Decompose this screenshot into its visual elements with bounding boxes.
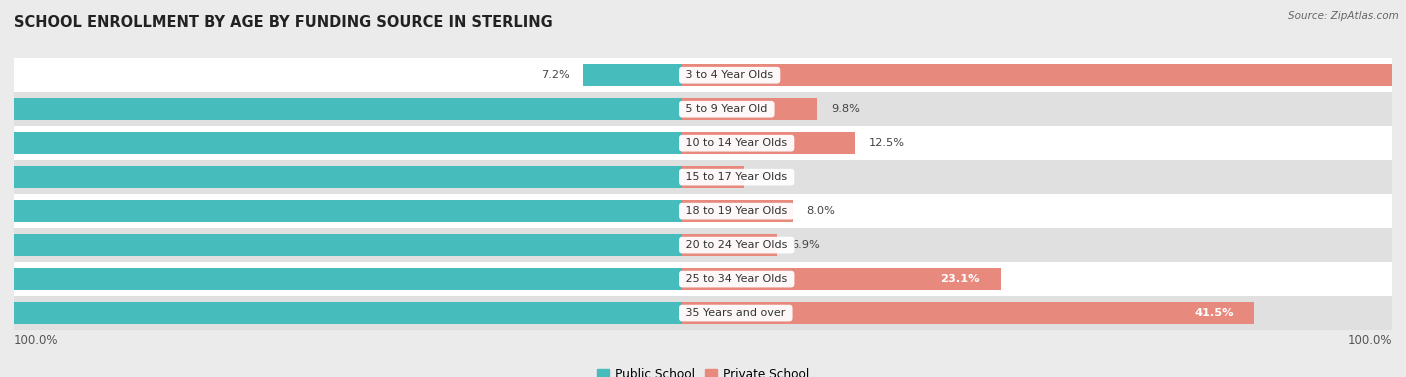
Bar xyxy=(682,268,1001,290)
Text: 4.5%: 4.5% xyxy=(758,172,787,182)
Bar xyxy=(0,200,682,222)
Bar xyxy=(682,132,855,154)
Bar xyxy=(0,132,682,154)
Bar xyxy=(0,234,682,256)
Text: 18 to 19 Year Olds: 18 to 19 Year Olds xyxy=(682,206,792,216)
Text: 15 to 17 Year Olds: 15 to 17 Year Olds xyxy=(682,172,792,182)
Text: 3 to 4 Year Olds: 3 to 4 Year Olds xyxy=(682,70,778,80)
Text: 35 Years and over: 35 Years and over xyxy=(682,308,789,318)
Bar xyxy=(583,64,682,86)
Bar xyxy=(682,64,1406,86)
Bar xyxy=(0,302,682,324)
Bar xyxy=(682,234,778,256)
Text: 7.2%: 7.2% xyxy=(540,70,569,80)
Text: 20 to 24 Year Olds: 20 to 24 Year Olds xyxy=(682,240,792,250)
Bar xyxy=(14,262,1392,296)
Bar xyxy=(0,98,682,120)
Text: Source: ZipAtlas.com: Source: ZipAtlas.com xyxy=(1288,11,1399,21)
Text: 100.0%: 100.0% xyxy=(1347,334,1392,347)
Bar xyxy=(14,160,1392,194)
Text: 12.5%: 12.5% xyxy=(869,138,904,148)
Text: 100.0%: 100.0% xyxy=(14,334,59,347)
Text: SCHOOL ENROLLMENT BY AGE BY FUNDING SOURCE IN STERLING: SCHOOL ENROLLMENT BY AGE BY FUNDING SOUR… xyxy=(14,15,553,30)
Bar xyxy=(14,58,1392,92)
Bar xyxy=(682,302,1254,324)
Bar xyxy=(0,166,682,188)
Bar xyxy=(14,126,1392,160)
Text: 10 to 14 Year Olds: 10 to 14 Year Olds xyxy=(682,138,792,148)
Bar xyxy=(682,98,817,120)
Text: 8.0%: 8.0% xyxy=(807,206,835,216)
Text: 41.5%: 41.5% xyxy=(1194,308,1233,318)
Legend: Public School, Private School: Public School, Private School xyxy=(592,363,814,377)
Bar xyxy=(0,268,682,290)
Text: 5 to 9 Year Old: 5 to 9 Year Old xyxy=(682,104,772,114)
Text: 25 to 34 Year Olds: 25 to 34 Year Olds xyxy=(682,274,792,284)
Bar xyxy=(14,194,1392,228)
Bar xyxy=(14,92,1392,126)
Bar xyxy=(14,228,1392,262)
Bar xyxy=(14,296,1392,330)
Text: 9.8%: 9.8% xyxy=(831,104,860,114)
Bar xyxy=(682,200,793,222)
Text: 6.9%: 6.9% xyxy=(792,240,820,250)
Bar xyxy=(682,166,744,188)
Text: 23.1%: 23.1% xyxy=(941,274,980,284)
